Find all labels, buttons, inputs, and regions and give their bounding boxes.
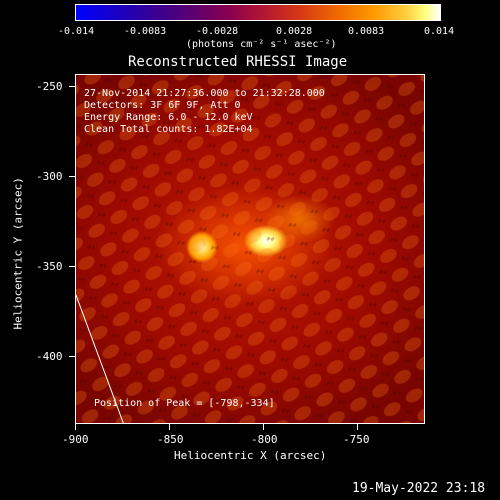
colorbar-tick: 0.0028 [276,26,313,37]
y-tick-label: -250 [36,80,63,93]
ripple-texture [76,75,424,423]
colorbar [75,4,441,21]
y-tick-label: -300 [36,170,63,183]
y-tick-label: -400 [36,350,63,363]
x-tick-label: -850 [157,433,184,446]
x-tick-mark [75,424,76,430]
y-tick-mark [69,266,75,267]
info-line: 27-Nov-2014 21:27:36.000 to 21:32:28.000 [84,88,325,99]
x-axis-label: Heliocentric X (arcsec) [174,449,327,462]
colorbar-unit-label: (photons cm⁻² s⁻¹ asec⁻²) [186,39,337,50]
x-tick-label: -750 [343,433,370,446]
info-line: Clean Total counts: 1.82E+04 [84,124,253,135]
x-tick-mark [169,424,170,430]
image-plot: 27-Nov-2014 21:27:36.000 to 21:32:28.000… [75,74,425,424]
x-tick-mark [263,424,264,430]
y-tick-mark [69,176,75,177]
y-axis-label: Heliocentric Y (arcsec) [11,177,25,330]
timestamp: 19-May-2022 23:18 [352,481,486,496]
page-title: Reconstructed RHESSI Image [128,54,348,70]
x-tick-mark [357,424,358,430]
y-tick-mark [69,86,75,87]
x-tick-label: -800 [251,433,278,446]
y-tick-label: -350 [36,260,63,273]
colorbar-tick: -0.0028 [196,26,239,37]
colorbar-tick: -0.014 [58,26,95,37]
colorbar-tick: 0.014 [424,26,455,37]
colorbar-tick: 0.0083 [348,26,385,37]
y-tick-mark [69,356,75,357]
x-tick-label: -900 [62,433,89,446]
peak-position-label: Position of Peak = [-798,-334] [94,398,275,409]
info-line: Energy Range: 6.0 - 12.0 keV [84,112,253,123]
info-line: Detectors: 3F 6F 9F, Att 0 [84,100,241,111]
colorbar-tick: -0.0083 [124,26,167,37]
